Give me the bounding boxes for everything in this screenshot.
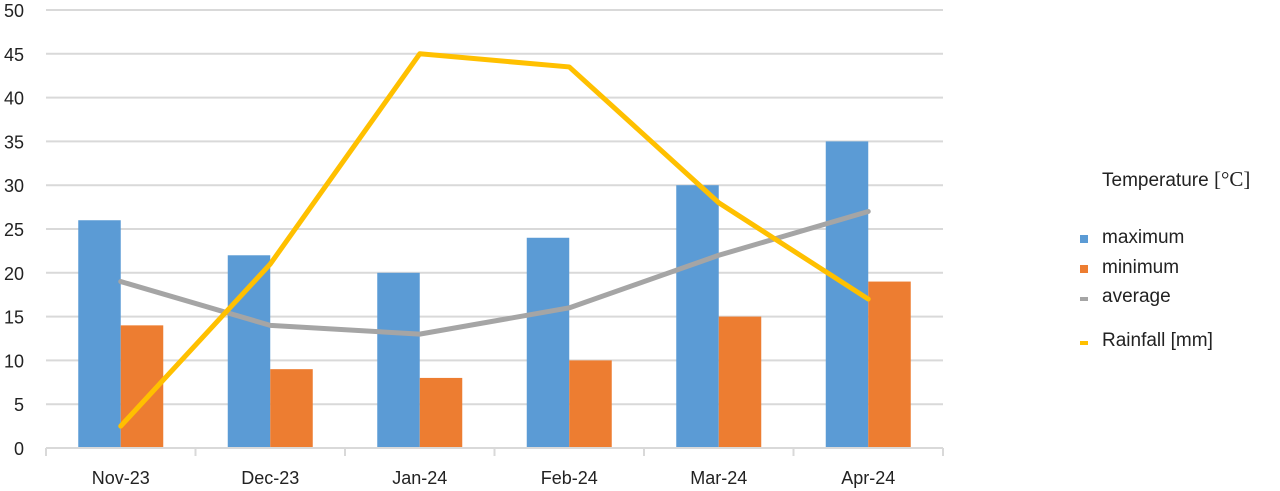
bar-maximum [676,185,719,448]
legend-title-text: Temperature [1102,170,1214,191]
bar-maximum [377,272,420,448]
x-tick-label: Nov-23 [92,468,150,488]
x-tick-label: Dec-23 [241,468,299,488]
x-tick-label: Feb-24 [541,468,598,488]
y-tick-label: 15 [4,308,24,328]
x-tick-label: Mar-24 [690,468,747,488]
legend-label: minimum [1102,257,1180,278]
y-tick-label: 35 [4,132,24,152]
y-tick-label: 0 [14,439,24,459]
y-tick-label: 40 [4,89,24,109]
y-tick-label: 10 [4,351,24,371]
line-rainfallmm [118,51,871,429]
bar-minimum [270,369,313,448]
bar-maximum [526,237,570,448]
y-tick-label: 20 [4,264,24,284]
bar-maximum [78,220,121,448]
maximum-swatch-icon [1080,235,1088,243]
legend-title-unit: [°C] [1213,167,1251,191]
legend-label: average [1102,286,1171,307]
bar-minimum [718,316,762,448]
line-average [118,208,871,337]
gridlines [46,9,943,406]
bar-minimum [868,281,911,448]
legend-label: Rainfall [mm] [1102,330,1213,351]
legend-label: maximum [1102,227,1185,248]
x-tick-label: Apr-24 [841,468,895,488]
bar-minimum [419,377,463,448]
y-tick-label: 5 [14,395,24,415]
x-axis: Nov-23 Dec-23 Jan-24 Feb-24 Mar-24 Apr-24 [45,447,944,488]
minimum-swatch-icon [1080,265,1088,273]
bar-minimum [569,360,612,448]
legend: Temperature [°C] maximum minimum average… [1080,160,1280,360]
y-tick-label: 50 [4,1,24,21]
rainfall-line-icon [1080,341,1088,345]
bar-series [78,141,911,448]
y-tick-label: 25 [4,220,24,240]
y-tick-label: 30 [4,176,24,196]
y-axis: 0 5 10 15 20 25 30 35 40 45 50 [4,1,24,459]
line-series [118,51,871,429]
x-tick-label: Jan-24 [392,468,447,488]
y-tick-label: 45 [4,45,24,65]
average-line-icon [1080,297,1088,301]
legend-title: Temperature [°C] [1102,167,1250,192]
